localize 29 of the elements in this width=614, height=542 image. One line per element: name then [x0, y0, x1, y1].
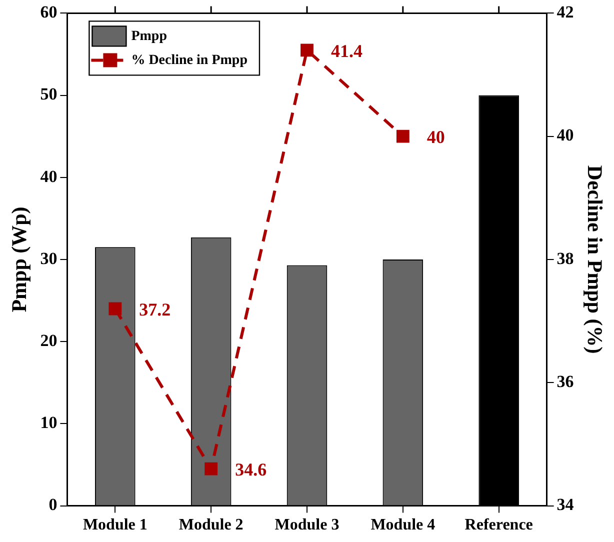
data-label: 41.4: [331, 40, 362, 61]
y-tick-label: 60: [40, 2, 58, 22]
point: [396, 130, 410, 143]
x-tick-label: Reference: [464, 516, 533, 534]
y2-tick-label: 40: [556, 126, 574, 145]
y2-tick-label: 34: [556, 495, 574, 514]
data-label: 34.6: [235, 460, 267, 480]
y-tick-label: 50: [40, 84, 58, 104]
y-axis-title: Pmpp (Wp): [7, 206, 32, 312]
point: [108, 302, 122, 316]
x-tick-label: Module 3: [274, 516, 340, 534]
y2-tick-label: 36: [556, 372, 574, 392]
legend-label: Pmpp: [131, 28, 168, 44]
point: [300, 44, 314, 57]
y2-axis-title: Decline in Pmpp (%): [582, 165, 607, 354]
data-label: 37.2: [139, 299, 171, 320]
y-tick-label: 0: [48, 495, 58, 514]
x-tick-label: Module 2: [178, 516, 244, 534]
x-tick-label: Module 1: [82, 516, 148, 534]
y-tick-label: 20: [40, 330, 58, 350]
x-tick-label: Module 4: [370, 516, 436, 534]
y-tick-label: 30: [40, 248, 58, 268]
y-tick-label: 40: [40, 166, 58, 186]
y-tick-label: 10: [40, 413, 58, 432]
y2-tick-label: 42: [556, 2, 574, 22]
y2-tick-label: 38: [556, 248, 574, 268]
data-label: 40: [426, 127, 445, 148]
point: [204, 462, 218, 476]
legend-label: % Decline in Pmpp: [131, 52, 248, 68]
